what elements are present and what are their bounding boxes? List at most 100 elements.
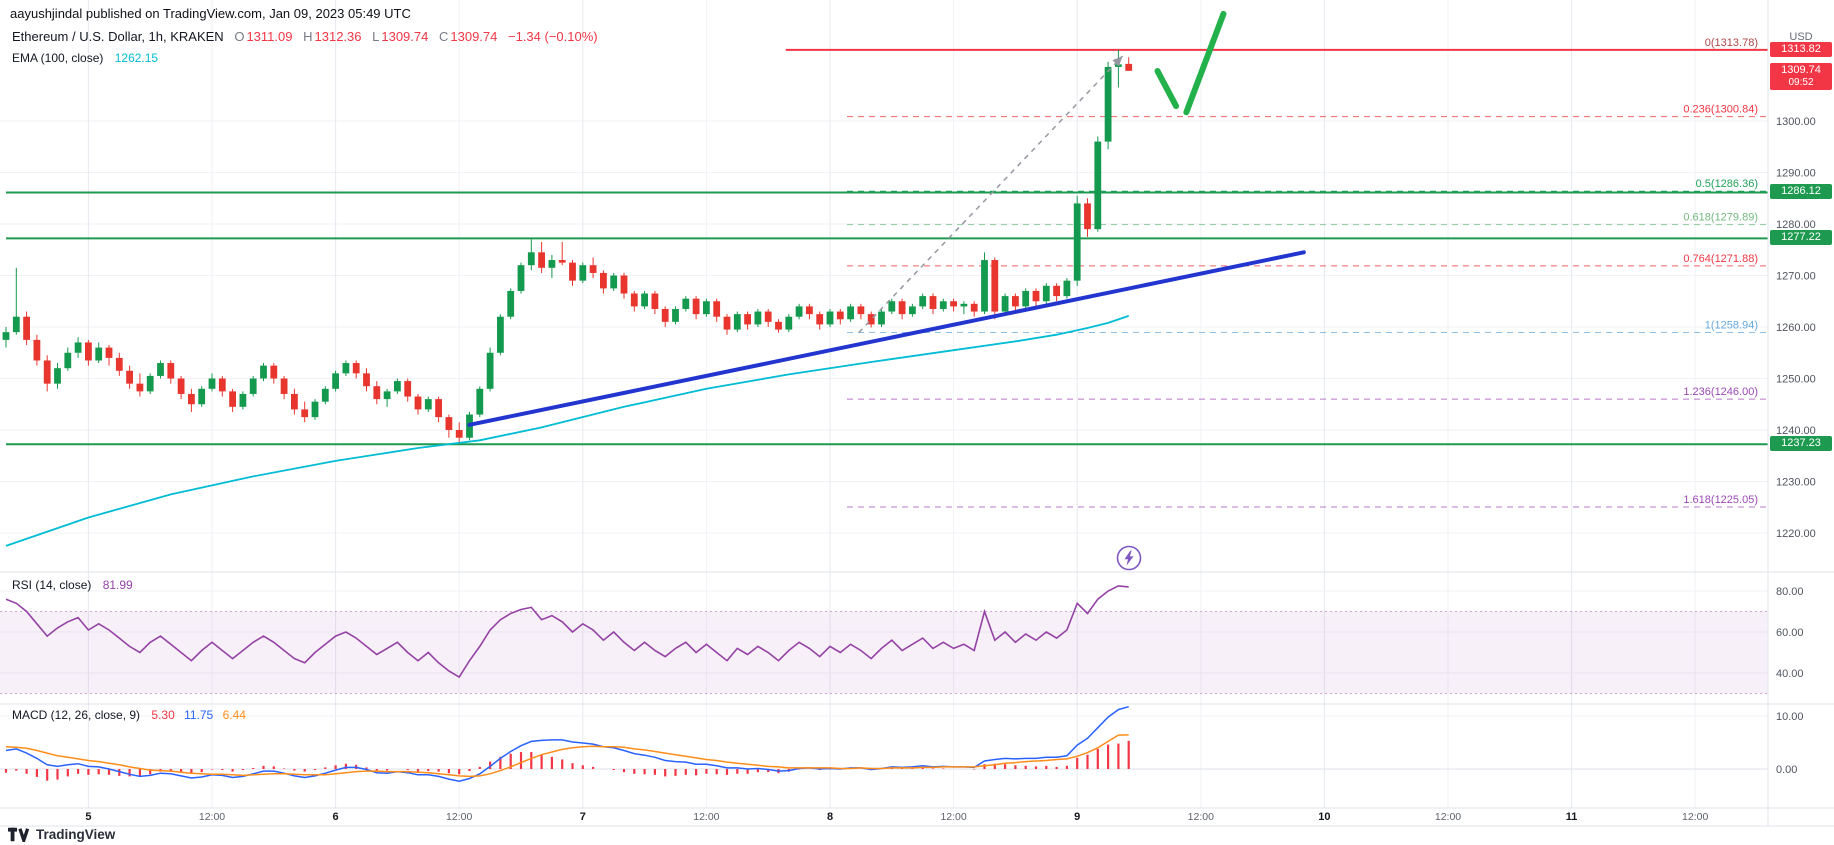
candle-body — [826, 311, 834, 325]
fib-level-label: 0.618(1279.89) — [1683, 212, 1758, 224]
candle-body — [321, 388, 329, 402]
candle-body — [754, 311, 762, 325]
rsi-tick-label: 80.00 — [1776, 586, 1804, 598]
candle-body — [332, 373, 339, 389]
price-tick-label: 1250.00 — [1776, 374, 1816, 386]
macd-legend: MACD (12, 26, close, 9) 5.30 11.75 6.44 — [12, 708, 246, 722]
price-tick-label: 1240.00 — [1776, 425, 1816, 437]
time-tick-label: 7 — [580, 811, 586, 823]
ohlc-high-value: 1312.36 — [314, 29, 362, 44]
badge-price: 1286.12 — [1781, 185, 1821, 198]
candle-body — [342, 363, 350, 374]
symbol-title[interactable]: Ethereum / U.S. Dollar, 1h, KRAKEN — [12, 29, 224, 44]
fib-level-label: 1(1258.94) — [1705, 319, 1758, 331]
macd-line-value: 11.75 — [184, 708, 214, 722]
lightning-icon[interactable] — [1114, 543, 1144, 573]
candle-body — [713, 301, 721, 317]
candle-body — [54, 368, 61, 384]
candle-body — [610, 275, 618, 289]
candle-body — [424, 399, 432, 410]
candle-body — [703, 301, 710, 315]
ohlc-open-value: 1311.09 — [246, 29, 293, 44]
tradingview-logo[interactable]: TradingView — [8, 827, 115, 842]
price-level-badge: 1313.82 — [1770, 41, 1832, 57]
candle-body — [939, 301, 947, 309]
price-tick-label: 1280.00 — [1776, 219, 1816, 231]
candle-body — [733, 314, 741, 330]
candle-body — [394, 381, 401, 392]
candle-body — [1073, 203, 1081, 281]
badge-price: 1313.82 — [1781, 42, 1821, 55]
fib-level-label: 0(1313.78) — [1705, 37, 1758, 49]
candle-body — [270, 365, 278, 379]
candle-body — [569, 262, 576, 281]
rsi-band — [0, 611, 1768, 694]
candle-body — [795, 306, 803, 317]
candle-body — [497, 316, 504, 353]
candle-body — [589, 265, 597, 273]
candle-body — [558, 260, 566, 263]
drawings[interactable] — [467, 10, 1306, 427]
candle-body — [1053, 285, 1060, 297]
candle-body — [373, 386, 381, 400]
fib-level-label: 0.236(1300.84) — [1683, 104, 1758, 116]
time-tick-label: 12:00 — [199, 811, 225, 823]
candle-body — [486, 352, 494, 389]
fib-level-label: 0.764(1271.88) — [1683, 253, 1758, 265]
price-levels: 0(1313.78) 0.236(1300.84) 0.5(1286.36) 0.61… — [6, 37, 1768, 508]
candle-body — [1125, 63, 1133, 71]
time-tick-label: 12:00 — [1188, 811, 1214, 823]
rsi-legend: RSI (14, close) 81.99 — [12, 578, 133, 592]
candle-body — [414, 396, 422, 410]
candle-body — [579, 265, 587, 281]
candle-body — [198, 388, 206, 405]
candle-body — [857, 306, 865, 315]
symbol-legend: Ethereum / U.S. Dollar, 1h, KRAKEN O 1311… — [12, 29, 598, 44]
green-checkmark-stroke — [1183, 10, 1227, 116]
candle-body — [527, 252, 535, 266]
candle-body — [1032, 290, 1040, 302]
candle-body — [115, 357, 123, 371]
candle-body — [1063, 280, 1071, 297]
candle-body — [960, 303, 968, 307]
price-level-badge: 1237.23 — [1770, 436, 1832, 452]
candle-body — [126, 370, 133, 384]
candle-body — [249, 378, 257, 394]
time-tick-label: 5 — [85, 811, 91, 823]
grid — [0, 0, 1768, 808]
candle-body — [785, 316, 793, 330]
macd-tick-label: 0.00 — [1776, 764, 1797, 776]
candle-body — [630, 293, 638, 307]
tradingview-logo-icon — [8, 827, 30, 842]
price-tick-label: 1230.00 — [1776, 477, 1816, 489]
candle-body — [445, 417, 453, 430]
candle-body — [12, 316, 20, 333]
candle-body — [455, 430, 463, 438]
candle-body — [909, 306, 916, 315]
fib-level-label: 1.236(1246.00) — [1683, 386, 1758, 398]
candle-body — [888, 301, 896, 312]
candle-body — [239, 393, 247, 407]
macd-hist-value: 5.30 — [151, 708, 175, 722]
rsi-label[interactable]: RSI (14, close) — [12, 578, 92, 592]
macd-signal-value: 6.44 — [222, 708, 246, 722]
candle-body — [682, 298, 690, 309]
price-axis-currency: USD — [1789, 31, 1813, 43]
macd-label[interactable]: MACD (12, 26, close, 9) — [12, 708, 141, 722]
candle-body — [641, 293, 648, 307]
macd-tick-label: 10.00 — [1776, 711, 1804, 723]
rsi-value: 81.99 — [102, 578, 133, 592]
candle-body — [218, 378, 226, 392]
time-axis[interactable]: 5 12:00 6 12:00 7 12:00 8 12:00 9 12:00 10 12:00 11 1… — [85, 811, 1708, 823]
price-tick-label: 1290.00 — [1776, 168, 1816, 180]
price-axis[interactable]: 1300.00 1290.00 1280.00 1270.00 1260.00 1250.… — [1776, 116, 1816, 776]
trendline-drawing — [467, 250, 1306, 427]
ema-value: 1262.15 — [114, 51, 159, 65]
candle-body — [1001, 296, 1009, 312]
candle-body — [744, 314, 751, 325]
ohlc-close-label: C — [438, 29, 449, 44]
candle-body — [105, 347, 113, 358]
candle-body — [1104, 66, 1112, 142]
ema-label[interactable]: EMA (100, close) — [12, 51, 104, 65]
